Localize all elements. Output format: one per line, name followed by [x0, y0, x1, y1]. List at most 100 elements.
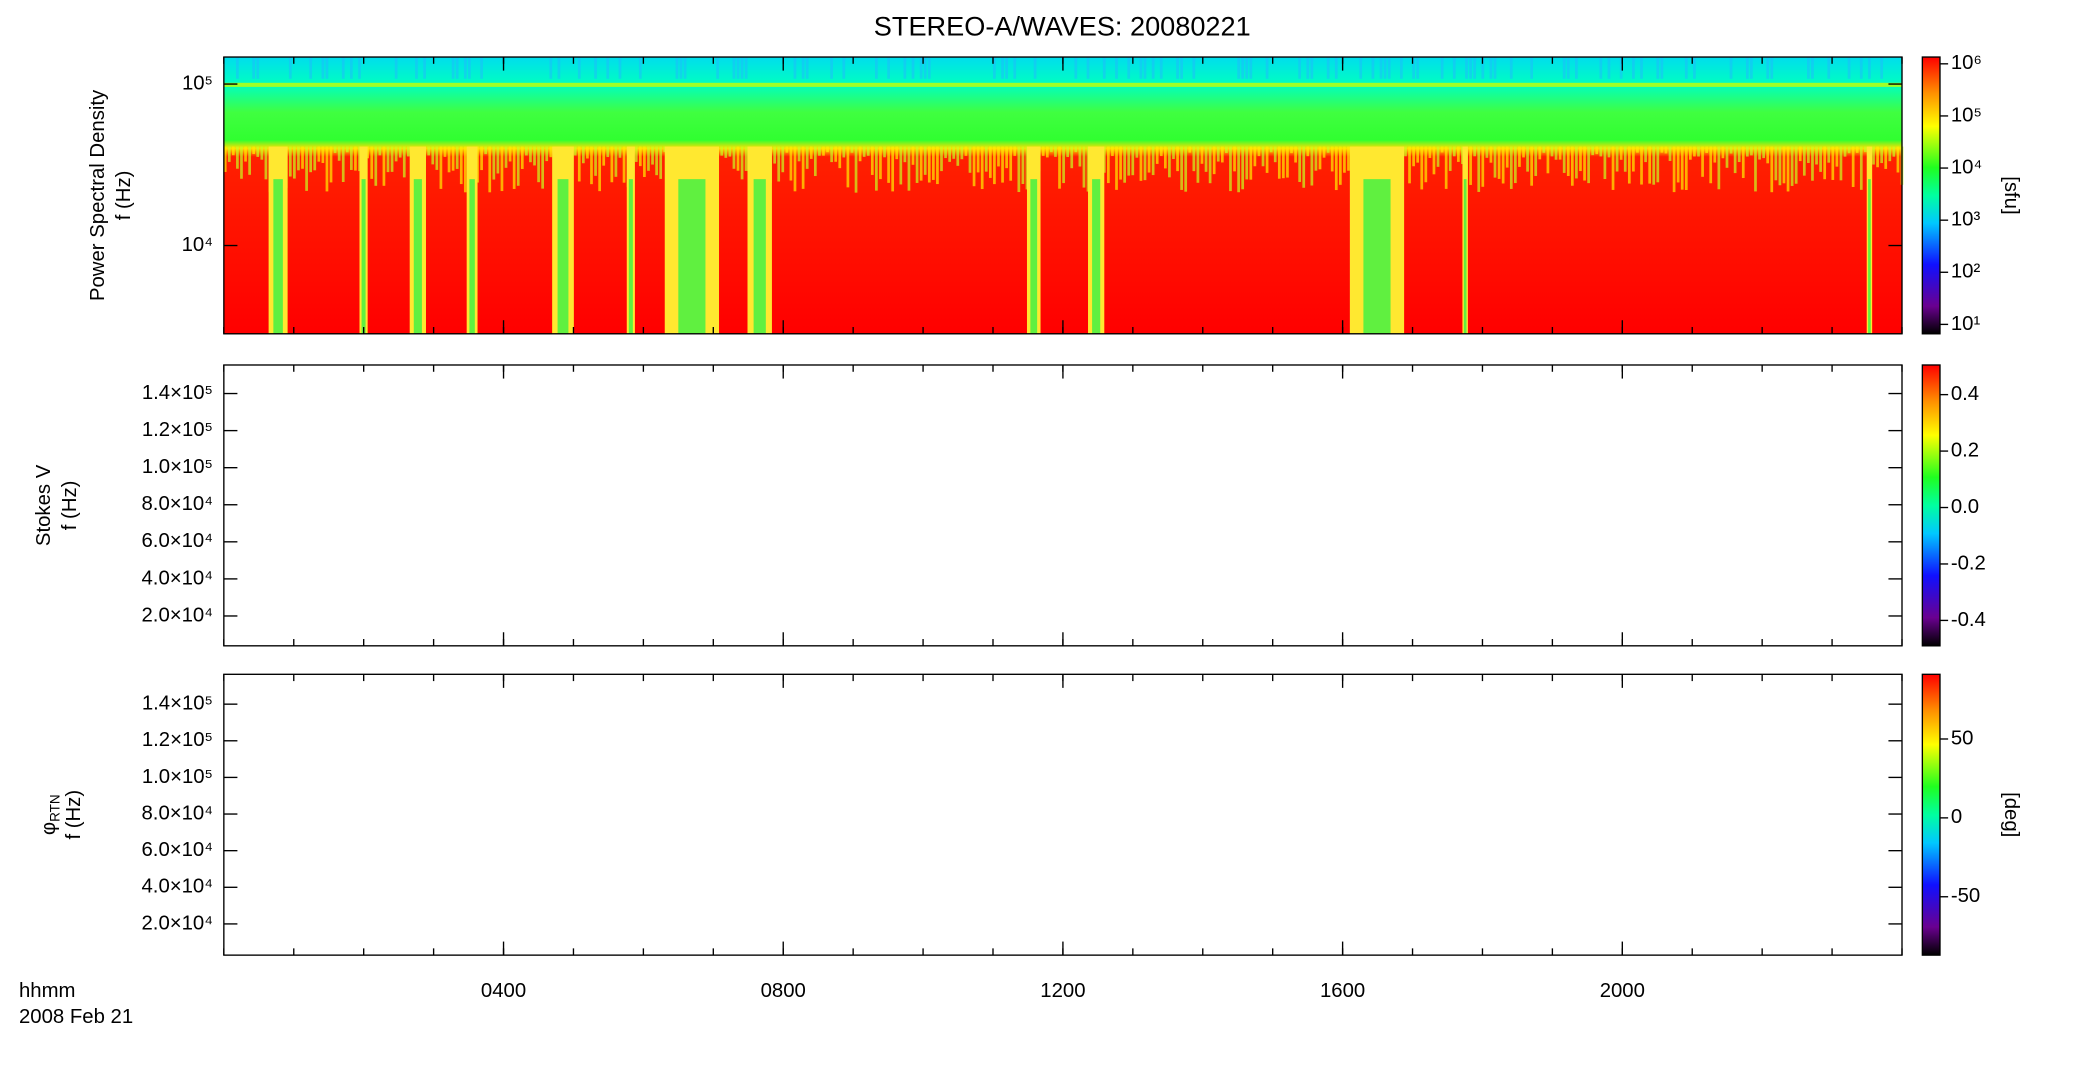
spectrogram-texture	[1546, 146, 1550, 174]
x-tick-label: 1200	[1040, 980, 1085, 1002]
spectrogram-dip	[753, 179, 766, 334]
spectrogram-texture	[1412, 57, 1415, 79]
spectrogram-texture	[960, 146, 964, 160]
spectrogram-texture	[325, 146, 329, 192]
y-axis-label-text: Stokes V	[33, 464, 55, 546]
spectrogram-texture	[728, 146, 732, 157]
spectrogram-texture	[940, 146, 943, 172]
spectrogram-texture	[1062, 146, 1065, 184]
spectrogram-texture	[813, 146, 817, 177]
y-axis-label: f (Hz)	[113, 171, 135, 221]
spectrogram-texture	[1379, 57, 1383, 79]
spectrogram-texture	[415, 57, 418, 79]
spectrogram-texture	[1290, 146, 1293, 154]
spectrogram-texture	[1416, 146, 1420, 163]
spectrogram-texture	[1229, 146, 1232, 192]
colorbar-tick-label: 10⁶	[1951, 52, 1982, 74]
spectrogram-texture	[606, 57, 610, 79]
spectrogram-texture	[1074, 146, 1078, 153]
spectrogram-texture	[1184, 146, 1188, 192]
spectrogram-texture	[1257, 146, 1261, 157]
spectrogram-texture	[1151, 57, 1155, 79]
spectrogram-texture	[1778, 146, 1782, 186]
spectrogram-texture	[1640, 146, 1643, 185]
spectrogram-texture	[586, 146, 589, 159]
spectrogram-texture	[993, 57, 996, 79]
spectrogram-texture	[350, 146, 353, 170]
spectrogram-texture	[305, 146, 308, 191]
spectrogram-texture	[1509, 57, 1513, 79]
spectrogram-texture	[248, 146, 251, 175]
spectrogram-texture	[423, 57, 426, 79]
spectrogram-texture	[968, 146, 972, 173]
spectrogram-texture	[1855, 146, 1859, 153]
spectrogram-texture	[309, 57, 313, 79]
spectrogram-texture	[1359, 57, 1363, 79]
spectrogram-texture	[1115, 146, 1118, 190]
spectrogram-texture	[545, 146, 549, 162]
spectrogram-texture	[1570, 146, 1574, 186]
spectrogram-texture	[1143, 146, 1147, 181]
spectrogram-texture	[1591, 146, 1595, 156]
spectrogram-texture	[1798, 146, 1802, 162]
spectrogram-texture	[508, 146, 512, 162]
spectrogram-texture	[736, 146, 740, 171]
spectrogram-texture	[1469, 57, 1472, 79]
spectrogram-texture	[1619, 146, 1623, 160]
spectrogram-texture	[1013, 146, 1017, 156]
spectrogram-texture	[1493, 57, 1497, 79]
colorbar	[1921, 364, 1941, 647]
spectrogram-texture	[1298, 146, 1302, 182]
spectrogram-texture	[634, 146, 638, 162]
spectrogram-texture	[1807, 146, 1810, 163]
spectrogram-dip	[678, 179, 706, 334]
spectrogram-texture	[598, 146, 601, 192]
spectrogram-texture	[1505, 146, 1509, 168]
spectrogram-texture	[915, 146, 919, 183]
spectrogram-texture	[927, 146, 931, 183]
spectrogram-texture	[1001, 57, 1004, 79]
y-tick-label: 1.2×10⁵	[142, 419, 213, 441]
spectrogram-texture	[1135, 146, 1139, 158]
spectrogram-texture	[1888, 146, 1892, 162]
colorbar-tick-label: 10²	[1951, 261, 1981, 283]
spectrogram-texture	[1607, 146, 1611, 158]
colorbar	[1921, 673, 1941, 956]
spectrogram-dip	[1463, 179, 1467, 334]
colorbar-tick-label: 10¹	[1951, 313, 1981, 335]
spectrogram-texture	[1729, 57, 1733, 79]
spectrogram-texture	[1473, 146, 1477, 157]
plot-frame	[223, 673, 1903, 956]
spectrogram-texture	[919, 57, 923, 79]
spectrogram-texture	[1058, 146, 1061, 189]
spectrogram-texture	[1192, 146, 1196, 172]
spectrogram-texture	[1216, 146, 1220, 162]
spectrogram-texture	[740, 57, 744, 79]
spectrogram-texture	[1200, 146, 1204, 164]
spectrogram-texture	[525, 146, 528, 156]
spectrogram-texture	[1082, 146, 1086, 188]
spectrogram-texture	[1827, 57, 1831, 79]
spectrogram-texture	[1689, 146, 1692, 160]
spectrogram-texture	[1457, 146, 1460, 162]
spectrogram-texture	[394, 57, 398, 79]
spectrogram-texture	[1111, 146, 1114, 156]
spectrogram-texture	[345, 146, 349, 153]
spectrogram-texture	[1550, 146, 1554, 157]
spectrogram-texture	[1762, 146, 1765, 159]
spectrogram-texture	[370, 146, 374, 179]
spectrogram-texture	[480, 146, 483, 171]
spectrogram-texture	[614, 146, 618, 177]
spectrogram-texture	[594, 146, 597, 176]
spectrogram-texture	[1823, 146, 1827, 180]
spectrogram-texture	[1684, 146, 1688, 190]
spectrogram-texture	[1741, 146, 1745, 178]
spectrogram-texture	[341, 146, 345, 183]
spectrogram-texture	[231, 146, 235, 156]
spectrogram-texture	[1868, 57, 1871, 79]
spectrogram-texture	[1334, 146, 1338, 191]
spectrogram-texture	[952, 146, 956, 159]
spectrogram-texture	[1656, 146, 1660, 183]
spectrogram-texture	[1241, 57, 1245, 79]
spectrogram-texture	[1151, 146, 1155, 176]
